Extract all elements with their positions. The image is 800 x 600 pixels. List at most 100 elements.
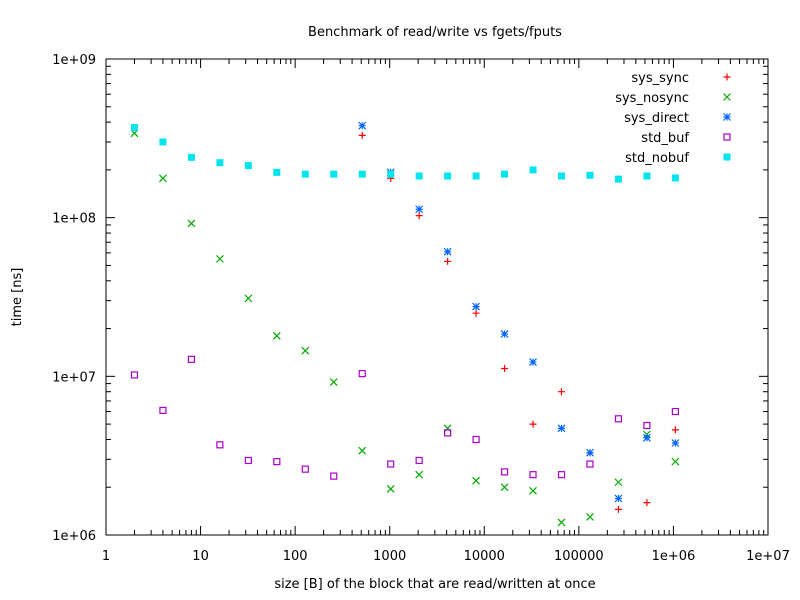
- data-point: [415, 456, 423, 465]
- data-point: [330, 170, 338, 178]
- series-layer: [130, 121, 680, 527]
- data-point: [671, 439, 680, 447]
- data-point: [215, 254, 224, 263]
- y-tick-label: 1e+09: [52, 53, 96, 68]
- data-point: [586, 448, 594, 457]
- data-point: [244, 294, 253, 303]
- data-point: [558, 172, 566, 180]
- data-point: [671, 426, 679, 434]
- data-point: [614, 505, 622, 513]
- data-point: [586, 171, 594, 179]
- data-point: [472, 302, 481, 311]
- data-point: [387, 170, 395, 178]
- data-point: [529, 358, 537, 366]
- data-point: [358, 121, 367, 130]
- data-point: [216, 159, 224, 167]
- data-point: [443, 424, 452, 433]
- data-point: [586, 460, 594, 468]
- legend-marker: [723, 93, 731, 101]
- data-point: [187, 219, 196, 228]
- series-std-nobuf: [130, 124, 679, 183]
- data-point: [358, 370, 366, 378]
- data-point: [472, 435, 480, 444]
- data-point: [330, 472, 338, 480]
- legend-label: std_buf: [641, 131, 689, 146]
- data-point: [415, 172, 423, 180]
- data-point: [358, 131, 366, 139]
- data-point: [301, 346, 310, 355]
- data-point: [472, 172, 480, 180]
- data-point: [529, 166, 537, 174]
- x-axis: 1 10 100 1000 10000 100000 1e+06 1e+07: [102, 59, 790, 564]
- data-point: [444, 172, 452, 180]
- x-tick-label: 10000: [464, 549, 505, 564]
- x-tick-label: 1e+07: [746, 549, 790, 564]
- series-sys-nosync: [130, 129, 680, 527]
- series-sys-sync: [358, 131, 679, 513]
- data-point: [501, 170, 509, 178]
- data-point: [216, 441, 224, 449]
- data-point: [671, 457, 680, 466]
- data-point: [159, 174, 167, 183]
- legend-marker: [723, 113, 731, 121]
- legend-marker: [723, 133, 731, 141]
- data-point: [557, 471, 566, 479]
- data-point: [472, 309, 480, 317]
- data-point: [301, 170, 309, 178]
- data-point: [415, 470, 424, 479]
- data-point: [529, 420, 537, 428]
- data-point: [415, 205, 424, 214]
- x-axis-label: size [B] of the block that are read/writ…: [274, 577, 595, 592]
- data-point: [329, 378, 338, 387]
- data-point: [443, 247, 452, 256]
- data-point: [614, 415, 623, 423]
- legend-label: sys_direct: [624, 111, 689, 126]
- legend-marker: [723, 153, 731, 161]
- data-point: [500, 483, 509, 492]
- series-std-buf: [130, 355, 679, 480]
- x-tick-label: 1000: [373, 549, 406, 564]
- data-point: [386, 485, 395, 493]
- data-point: [244, 456, 252, 465]
- data-point: [272, 331, 281, 340]
- x-tick-label: 1: [102, 549, 110, 564]
- data-point: [558, 388, 566, 396]
- data-point: [671, 407, 679, 416]
- chart-title: Benchmark of read/write vs fgets/fputs: [308, 25, 562, 40]
- data-point: [614, 175, 622, 183]
- data-point: [642, 433, 651, 442]
- data-point: [273, 458, 281, 466]
- data-point: [671, 174, 679, 182]
- x-tick-label: 1e+06: [652, 549, 696, 564]
- x-tick-label: 100000: [554, 549, 604, 564]
- data-point: [187, 355, 196, 363]
- data-point: [643, 499, 651, 507]
- data-point: [415, 212, 423, 220]
- data-point: [301, 465, 309, 473]
- x-tick-label: 100: [283, 549, 308, 564]
- data-point: [529, 486, 537, 495]
- data-point: [244, 162, 252, 170]
- data-point: [444, 257, 452, 265]
- data-point: [586, 512, 594, 521]
- data-point: [529, 471, 537, 479]
- plot-frame: [105, 58, 769, 536]
- y-tick-label: 1e+06: [52, 529, 96, 544]
- y-tick-label: 1e+07: [52, 370, 96, 385]
- data-point: [159, 138, 167, 146]
- data-point: [358, 170, 366, 178]
- data-point: [643, 421, 651, 430]
- legend-marker: [723, 73, 731, 81]
- data-point: [614, 494, 623, 503]
- data-point: [500, 330, 509, 338]
- data-point: [358, 446, 367, 455]
- x-tick-label: 10: [192, 549, 209, 564]
- y-axis: 1e+06 1e+07 1e+08 1e+09: [52, 53, 768, 544]
- data-point: [444, 429, 452, 437]
- data-point: [500, 468, 509, 476]
- legend-label: sys_nosync: [615, 91, 689, 106]
- legend-label: std_nobuf: [625, 151, 689, 166]
- data-point: [643, 172, 651, 180]
- data-point: [614, 478, 623, 487]
